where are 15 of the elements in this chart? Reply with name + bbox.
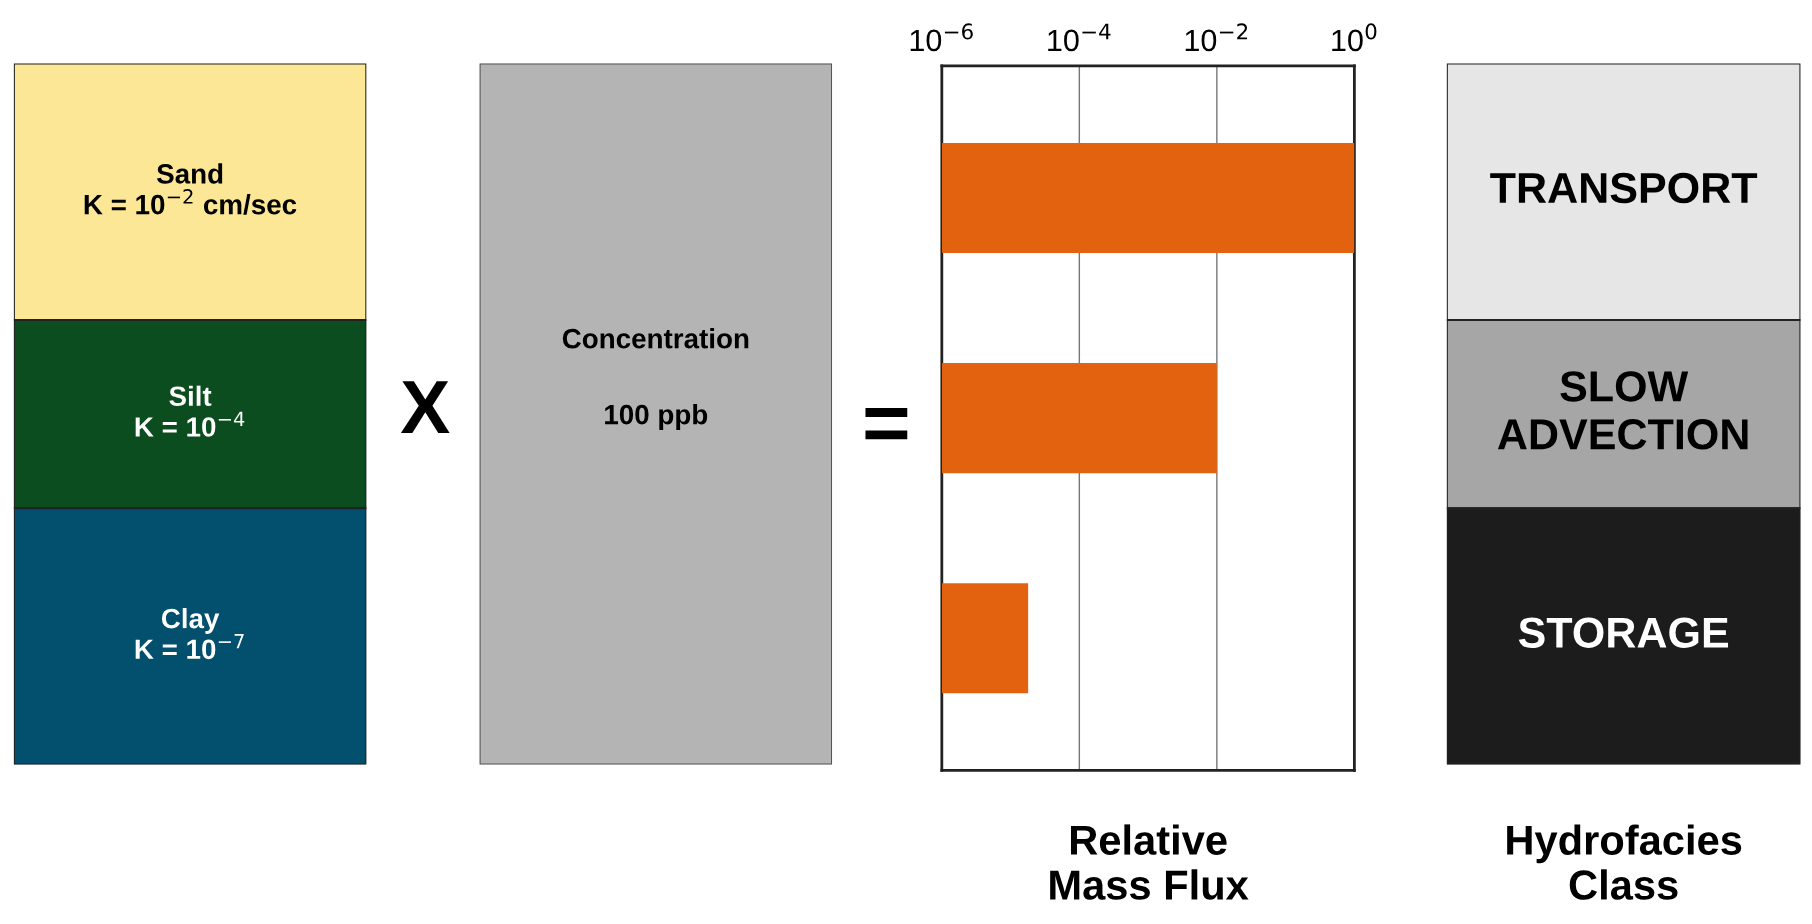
text: Sand K = 10$^{−2}$ cm/sec	[84, 163, 297, 215]
text: Hydrofacies Class	[1507, 824, 1742, 900]
x-tick-label: 10$^{−2}$	[1185, 23, 1248, 52]
x-axis-title: Relative Mass Flux	[1050, 824, 1249, 900]
text: STORAGE	[1518, 617, 1729, 648]
text: SLOW ADVECTION	[1497, 371, 1748, 450]
text: Silt K = 10$^{−4}$	[135, 385, 245, 437]
text: Clay K = 10$^{−7}$	[135, 607, 244, 660]
text: Concentration 100 ppb	[562, 328, 749, 430]
x-tick-label: 10$^{−4}$	[1048, 23, 1111, 52]
x-tick-label: 10$^{−6}$	[910, 23, 973, 52]
text: =	[865, 407, 908, 440]
text: X	[400, 381, 450, 433]
x-tick-label: 10$^{0}$	[1332, 23, 1377, 52]
text: TRANSPORT	[1490, 172, 1758, 204]
